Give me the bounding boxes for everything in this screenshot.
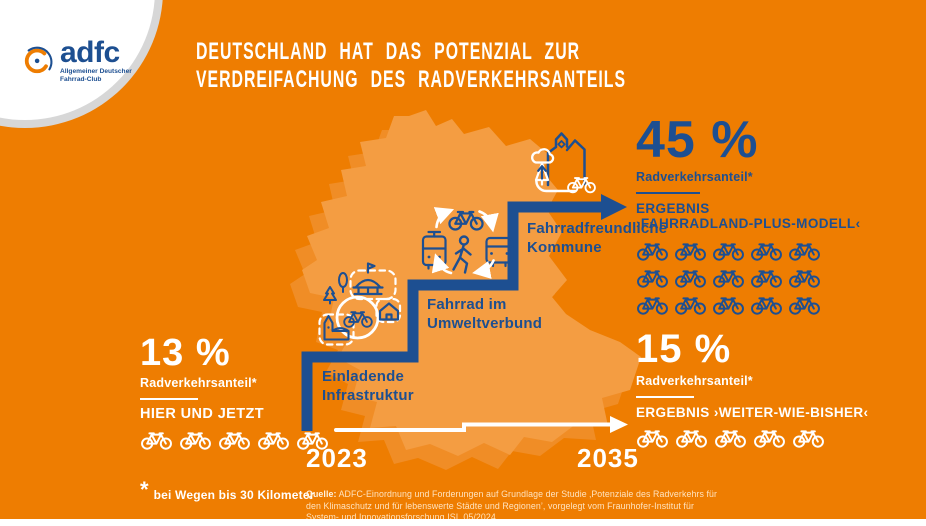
city-icon [546, 132, 586, 187]
stairs-line [301, 201, 603, 431]
source-note: Quelle: ADFC-Einordnung und Forderungen … [306, 489, 718, 524]
bike-pictograms-current [140, 429, 329, 450]
adfc-logo: adfc Allgemeiner Deutscher Fahrrad-Club [22, 36, 132, 83]
stat-current-label: Radverkehrsanteil* [140, 376, 257, 390]
tree-arrow-icon [534, 162, 550, 186]
footnote: * bei Wegen bis 30 Kilometer [140, 477, 315, 503]
step-label-umweltverbund: Fahrrad im Umweltverbund [427, 295, 542, 333]
bottom-strip [0, 519, 926, 526]
bicycle-icon [713, 297, 744, 315]
bicycle-icon [675, 297, 706, 315]
divider [140, 398, 198, 400]
logo-brand: adfc [60, 36, 120, 69]
bicycle-icon [751, 297, 782, 315]
bicycle-icon [713, 270, 744, 288]
cycle-arrows-icon [431, 207, 499, 279]
stat-baseline-value: 15 % [636, 327, 732, 371]
source-prefix: Quelle: [306, 489, 337, 499]
step-label-line: Fahrrad im [427, 296, 507, 313]
pedestrian-icon [452, 235, 472, 274]
fir-tree-icon [323, 286, 337, 305]
step-label-line: Fahrradfreundliche [527, 220, 668, 237]
logo-subtitle-line2: Fahrrad-Club [60, 75, 102, 83]
dashed-box-pavilion [349, 269, 397, 301]
staircase [301, 194, 627, 431]
source-text: ADFC-Einordnung und Forderungen auf Grun… [306, 489, 718, 522]
stat-current-caption: HIER UND JETZT [140, 406, 265, 422]
stairs-arrowhead [601, 194, 627, 220]
infrastructure-icons [318, 262, 402, 346]
bicycle-icon [637, 270, 668, 288]
stat-plus-caption-line1: ERGEBNIS [636, 201, 710, 216]
page-title-line1: DEUTSCHLAND HAT DAS POTENZIAL ZUR [196, 38, 581, 65]
bicycle-icon [713, 243, 744, 261]
bicycle-icon [219, 432, 250, 450]
page-title: DEUTSCHLAND HAT DAS POTENZIAL ZUR VERDRE… [196, 38, 626, 94]
timeline-year-start: 2023 [306, 443, 368, 473]
bicycle-icon [793, 430, 824, 448]
timeline-arrow [334, 416, 628, 433]
footnote-text: bei Wegen bis 30 Kilometer [153, 488, 315, 502]
bicycle-icon [180, 432, 211, 450]
bicycle-icon [751, 243, 782, 261]
step-label-line: Kommune [527, 239, 602, 256]
logo-subtitle-line1: Allgemeiner Deutscher [60, 68, 132, 75]
stat-baseline-label: Radverkehrsanteil* [636, 374, 753, 388]
stat-baseline-caption: ERGEBNIS ›WEITER-WIE-BISHER‹ [636, 405, 869, 420]
stat-current-value: 13 % [140, 332, 231, 374]
step-label-line: Umweltverbund [427, 315, 543, 332]
road-icon [535, 178, 577, 193]
bicycle-icon [676, 430, 707, 448]
bicycle-icon [754, 430, 785, 448]
step-label-line: Einladende [322, 368, 405, 385]
bike-pictograms-baseline [636, 427, 868, 448]
bicycle-icon [675, 270, 706, 288]
pavilion-icon [352, 262, 384, 296]
stat-current: 13 % Radverkehrsanteil* HIER UND JETZT [140, 332, 329, 450]
stat-plus-caption-line2: ›FAHRRADLAND-PLUS-MODELL‹ [636, 216, 861, 231]
umweltverbund-icons [421, 207, 514, 279]
adfc-wheel-icon [24, 46, 53, 74]
kommune-icons [531, 132, 596, 194]
footnote-asterisk: * [140, 477, 149, 502]
bicycle-icon [789, 297, 820, 315]
stat-plus-model: 45 % Radverkehrsanteil* ERGEBNIS ›FAHRRA… [636, 111, 861, 315]
bicycle-icon [258, 432, 289, 450]
timeline-year-end: 2035 [577, 443, 639, 473]
bicycle-icon [141, 432, 172, 450]
step-label-kommune: Fahrradfreundliche Kommune [527, 219, 667, 257]
house-icon [378, 302, 400, 321]
divider [636, 192, 700, 194]
tree-icon [338, 272, 348, 293]
bike-circle-icon [335, 295, 380, 340]
page-title-line2: VERDREIFACHUNG DES RADVERKEHRSANTEILS [196, 66, 627, 93]
step-label-line: Infrastruktur [322, 387, 414, 404]
divider [636, 396, 694, 398]
bicycle-icon [751, 270, 782, 288]
bicycle-icon [637, 297, 668, 315]
bicycle-icon [675, 243, 706, 261]
bicycle-icon [789, 243, 820, 261]
stat-plus-label: Radverkehrsanteil* [636, 170, 753, 184]
bicycle-icon [637, 430, 668, 448]
step-label-infrastruktur: Einladende Infrastruktur [322, 367, 414, 405]
stat-plus-value: 45 % [636, 111, 759, 169]
cloud-icon [531, 148, 555, 164]
church-icon [323, 314, 350, 341]
bicycle-icon [715, 430, 746, 448]
bicycle-icon [789, 270, 820, 288]
stat-baseline: 15 % Radverkehrsanteil* ERGEBNIS ›WEITER… [636, 327, 869, 448]
